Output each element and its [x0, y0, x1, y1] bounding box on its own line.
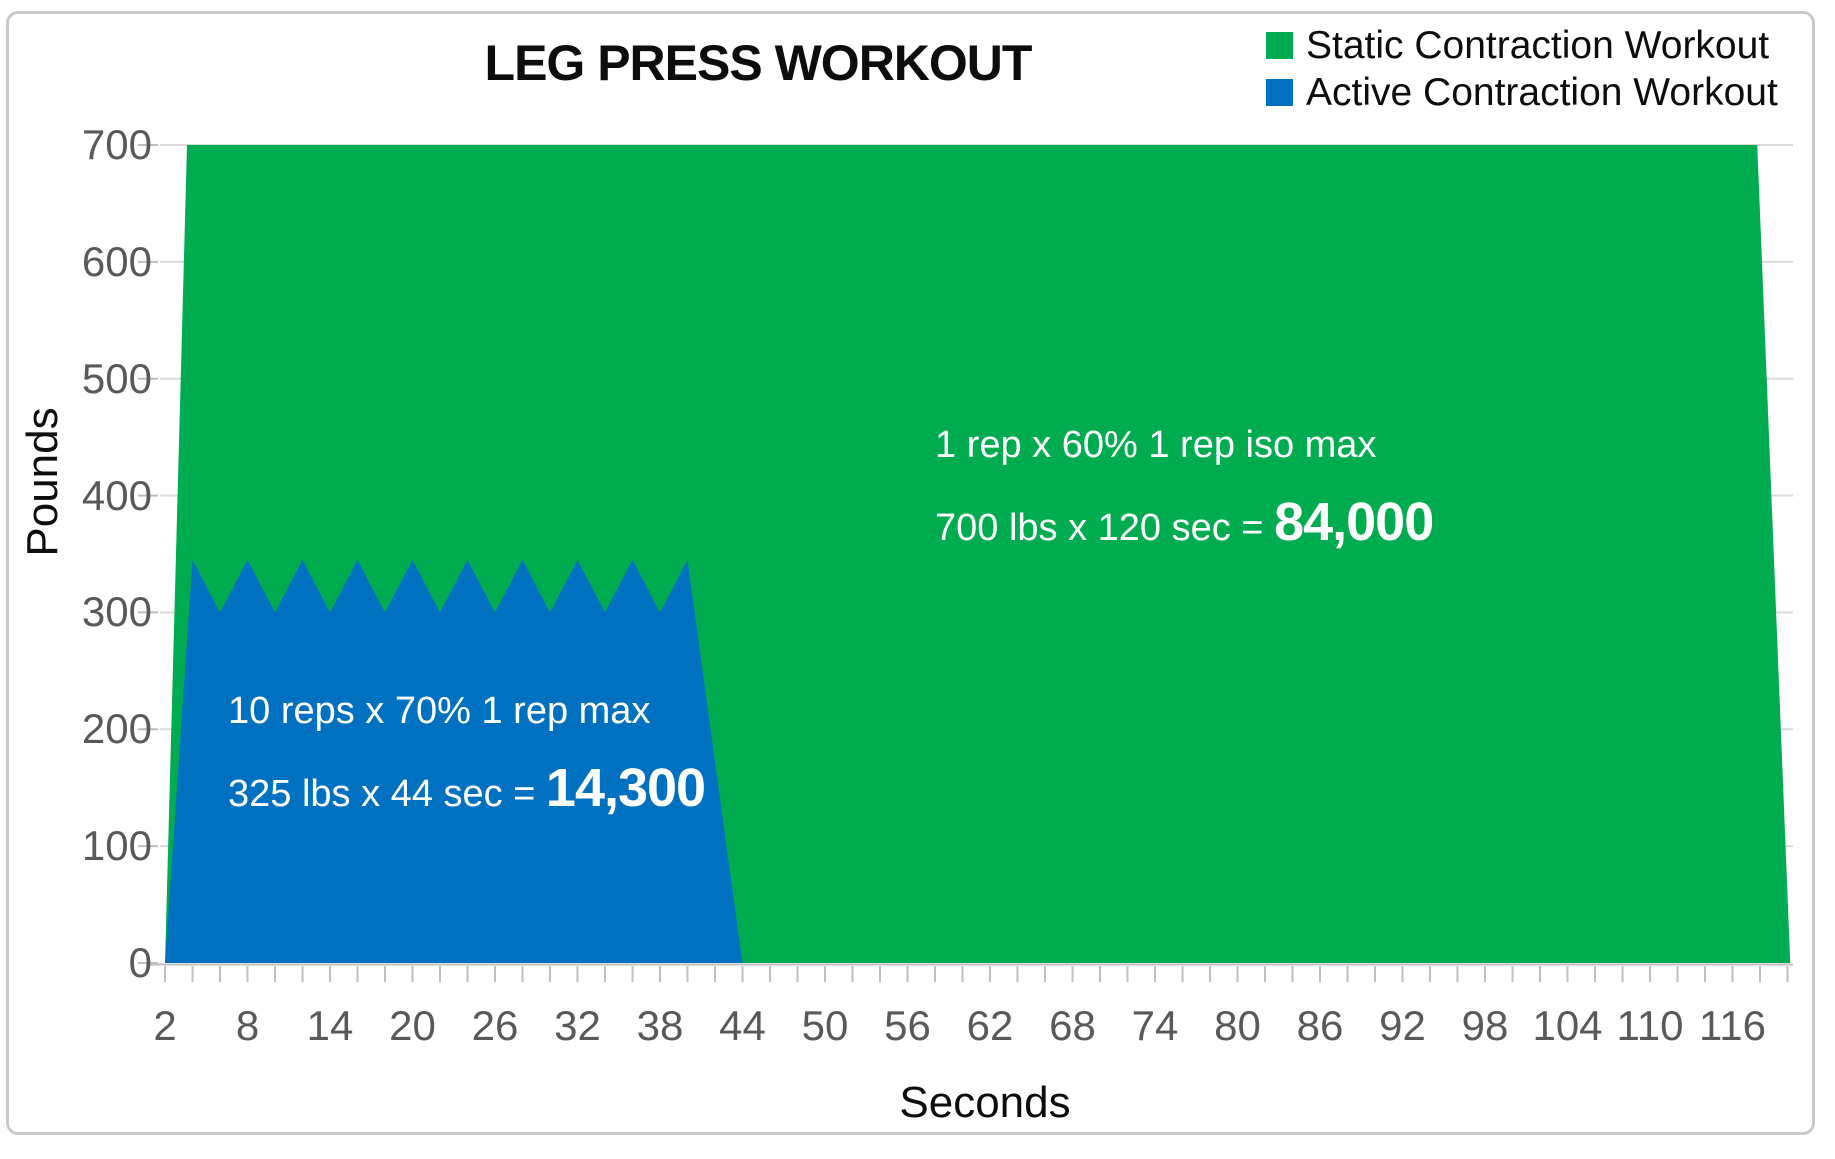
- legend-item-static: Static Contraction Workout: [1266, 22, 1778, 69]
- legend: Static Contraction Workout Active Contra…: [1266, 22, 1778, 116]
- x-tick-label: 80: [1214, 1002, 1261, 1049]
- annotation-static-line2: 700 lbs x 120 sec = 84,000: [935, 491, 1434, 553]
- area-series-1: [165, 559, 743, 963]
- x-tick-label: 44: [719, 1002, 766, 1049]
- y-tick-label: 600: [81, 237, 152, 285]
- x-tick-label: 2: [153, 1002, 177, 1049]
- x-tick-label: 56: [884, 1002, 931, 1049]
- chart-title: LEG PRESS WORKOUT: [484, 35, 1033, 91]
- annotation-active-result: 14,300: [545, 758, 706, 818]
- x-tick-label: 98: [1461, 1002, 1509, 1049]
- annotation-active-formula: 325 lbs x 44 sec =: [228, 773, 546, 815]
- y-tick-label: 700: [81, 121, 152, 168]
- y-tick-label: 0: [128, 939, 152, 986]
- x-tick-label: 104: [1532, 1002, 1603, 1049]
- x-tick-label: 20: [389, 1002, 436, 1049]
- x-tick-label: 62: [966, 1002, 1014, 1049]
- x-tick-label: 38: [636, 1002, 684, 1049]
- x-tick-label: 8: [235, 1002, 260, 1049]
- legend-item-active: Active Contraction Workout: [1266, 69, 1778, 116]
- annotation-active-line1: 10 reps x 70% 1 rep max: [228, 690, 651, 732]
- x-tick-label: 86: [1296, 1002, 1344, 1049]
- x-tick-label: 26: [471, 1002, 519, 1049]
- x-tick-label: 32: [554, 1002, 601, 1049]
- x-tick-label: 92: [1379, 1002, 1426, 1049]
- x-tick-label: 110: [1616, 1002, 1684, 1049]
- y-tick-label: 300: [81, 588, 152, 636]
- annotation-static-workout: 1 rep x 60% 1 rep iso max 700 lbs x 120 …: [935, 424, 1434, 553]
- legend-swatch-active-icon: [1266, 79, 1293, 106]
- y-tick-label: 200: [81, 705, 152, 753]
- annotation-static-line1: 1 rep x 60% 1 rep iso max: [935, 424, 1377, 466]
- x-tick-label: 116: [1699, 1002, 1766, 1049]
- annotation-active-line2: 325 lbs x 44 sec = 14,300: [228, 757, 706, 819]
- x-tick-label: 74: [1131, 1002, 1179, 1049]
- annotation-static-result: 84,000: [1274, 492, 1434, 552]
- annotation-static-formula: 700 lbs x 120 sec =: [935, 507, 1275, 549]
- x-axis-title: Seconds: [899, 1078, 1071, 1127]
- x-tick-label: 50: [801, 1002, 849, 1049]
- y-tick-label: 500: [81, 354, 152, 402]
- legend-swatch-static-icon: [1266, 32, 1293, 59]
- legend-label-active: Active Contraction Workout: [1306, 70, 1778, 114]
- y-tick-label: 400: [81, 471, 152, 519]
- x-tick-label: 68: [1049, 1002, 1096, 1049]
- legend-label-static: Static Contraction Workout: [1306, 23, 1770, 67]
- x-tick-label: 14: [306, 1002, 354, 1049]
- y-tick-label: 100: [81, 822, 152, 870]
- annotation-active-workout: 10 reps x 70% 1 rep max 325 lbs x 44 sec…: [228, 690, 706, 819]
